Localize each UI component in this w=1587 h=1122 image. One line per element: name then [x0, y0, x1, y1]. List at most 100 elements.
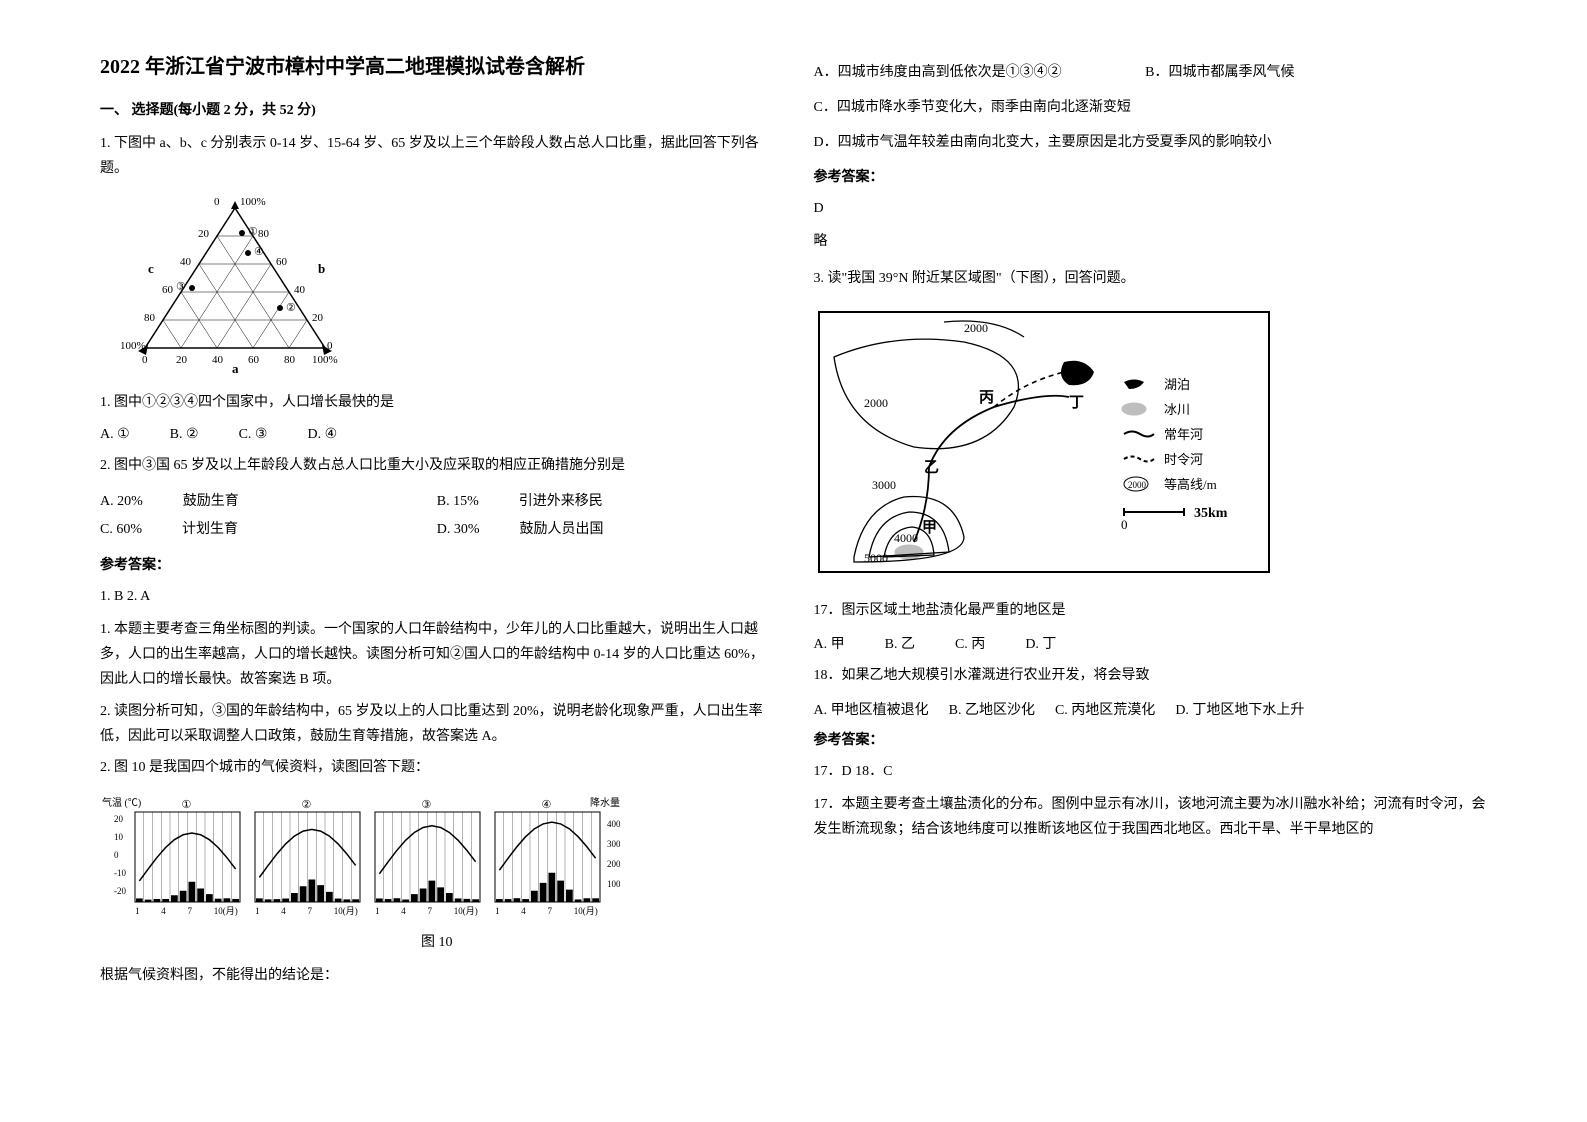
- climate-charts: 气温 (℃) 降水量 (mm) ①14710(月)②14710(月)③14710…: [100, 792, 620, 922]
- svg-text:40: 40: [294, 284, 306, 296]
- q2-climate-figure: 气温 (℃) 降水量 (mm) ①14710(月)②14710(月)③14710…: [100, 792, 774, 951]
- svg-text:0: 0: [114, 850, 119, 860]
- svg-text:1: 1: [135, 906, 140, 916]
- q2-optD: D．四城市气温年较差由南向北变大，主要原因是北方受夏季风的影响较小: [814, 130, 1488, 155]
- svg-text:1: 1: [495, 906, 500, 916]
- opt-key: D. 30%: [437, 516, 480, 544]
- opt-text: B．四城市都属季风气候: [1145, 65, 1294, 80]
- svg-text:2000: 2000: [964, 321, 988, 335]
- left-column: 2022 年浙江省宁波市樟村中学高二地理模拟试卷含解析 一、 选择题(每小题 2…: [80, 50, 794, 1072]
- opt: A. ①: [100, 426, 130, 443]
- q2-stem: 2. 图 10 是我国四个城市的气候资料，读图回答下题：: [100, 755, 774, 780]
- svg-text:3000: 3000: [872, 478, 896, 492]
- svg-text:常年河: 常年河: [1164, 427, 1203, 442]
- triangle-diagram: ① ② ③ ④ 100% 80 60 40 20 0 0 20 40 60 80…: [120, 193, 350, 373]
- svg-text:10(月): 10(月): [574, 906, 598, 916]
- opt: B. 乙: [885, 633, 915, 653]
- q1-exp2: 2. 读图分析可知，③国的年龄结构中，65 岁及以上的人口比重达到 20%，说明…: [100, 699, 774, 749]
- svg-text:丁: 丁: [1069, 395, 1084, 411]
- svg-text:2000: 2000: [1128, 480, 1147, 490]
- opt: A. 甲地区植被退化: [814, 699, 929, 719]
- svg-text:c: c: [148, 261, 154, 276]
- q1-sub2: 2. 图中③国 65 岁及以上年龄段人数占总人口比重大小及应采取的相应正确措施分…: [100, 453, 774, 478]
- svg-text:①: ①: [248, 226, 258, 238]
- opt-val: 引进外来移民: [519, 488, 603, 516]
- opt-val: 鼓励人员出国: [520, 516, 604, 544]
- q1-triangle-figure: ① ② ③ ④ 100% 80 60 40 20 0 0 20 40 60 80…: [120, 193, 774, 378]
- svg-text:0: 0: [1121, 517, 1128, 532]
- svg-text:4: 4: [161, 906, 166, 916]
- svg-text:④: ④: [542, 799, 552, 811]
- q3-sub18: 18．如果乙地大规模引水灌溉进行农业开发，将会导致: [814, 663, 1488, 688]
- exam-title: 2022 年浙江省宁波市樟村中学高二地理模拟试卷含解析: [100, 50, 774, 79]
- svg-text:400: 400: [607, 819, 620, 829]
- svg-text:湖泊: 湖泊: [1164, 377, 1190, 392]
- opt: B. 乙地区沙化: [949, 699, 1035, 719]
- svg-text:100: 100: [607, 879, 620, 889]
- svg-text:10(月): 10(月): [454, 906, 478, 916]
- section-header: 一、 选择题(每小题 2 分，共 52 分): [100, 99, 774, 119]
- svg-text:100%: 100%: [240, 196, 266, 208]
- opt: D. 丁: [1025, 633, 1056, 653]
- svg-text:7: 7: [188, 906, 193, 916]
- svg-text:10(月): 10(月): [334, 906, 358, 916]
- svg-text:1: 1: [255, 906, 260, 916]
- opt: C. 丙: [955, 633, 985, 653]
- answer-header: 参考答案：: [814, 166, 1488, 186]
- opt-val: 计划生育: [182, 516, 238, 544]
- svg-text:③: ③: [176, 281, 186, 293]
- q1-sub1-opts: A. ① B. ② C. ③ D. ④: [100, 426, 774, 443]
- q2-optA: A．四城市纬度由高到低依次是①③④② B．四城市都属季风气候: [814, 60, 1488, 85]
- opt: D. ④: [307, 426, 337, 443]
- svg-text:80: 80: [144, 312, 156, 324]
- opt: C. ③: [239, 426, 268, 443]
- svg-text:4: 4: [521, 906, 526, 916]
- svg-text:1: 1: [375, 906, 380, 916]
- svg-text:b: b: [318, 261, 325, 276]
- svg-text:300: 300: [607, 839, 620, 849]
- svg-text:35km: 35km: [1194, 506, 1228, 521]
- q1-sub1: 1. 图中①②③④四个国家中，人口增长最快的是: [100, 390, 774, 415]
- svg-text:-10: -10: [114, 868, 126, 878]
- svg-text:40: 40: [180, 256, 192, 268]
- opt-text: A．四城市纬度由高到低依次是①③④②: [814, 65, 1062, 80]
- svg-text:20: 20: [312, 312, 324, 324]
- svg-text:0: 0: [327, 340, 333, 352]
- q1-sub2-opts: A. 20%鼓励生育 B. 15%引进外来移民 C. 60%计划生育 D. 30…: [100, 488, 774, 544]
- svg-text:时令河: 时令河: [1164, 452, 1203, 467]
- answer-header: 参考答案：: [100, 554, 774, 574]
- svg-text:②: ②: [286, 302, 296, 314]
- svg-text:7: 7: [428, 906, 433, 916]
- svg-text:4: 4: [281, 906, 286, 916]
- svg-text:冰川: 冰川: [1164, 402, 1190, 417]
- svg-text:60: 60: [276, 256, 288, 268]
- svg-text:5000: 5000: [864, 551, 888, 565]
- svg-text:80: 80: [284, 354, 296, 366]
- svg-text:④: ④: [254, 246, 264, 258]
- svg-text:10: 10: [114, 832, 124, 842]
- opt: C. 丙地区荒漠化: [1055, 699, 1155, 719]
- q3-sub17-opts: A. 甲 B. 乙 C. 丙 D. 丁: [814, 633, 1488, 653]
- svg-text:气温 (℃): 气温 (℃): [102, 796, 141, 809]
- svg-text:20: 20: [198, 228, 210, 240]
- opt: A. 甲: [814, 633, 845, 653]
- svg-text:②: ②: [302, 799, 312, 811]
- svg-text:-20: -20: [114, 886, 126, 896]
- opt-key: B. 15%: [437, 488, 479, 516]
- svg-text:4000: 4000: [894, 531, 918, 545]
- q3-stem: 3. 读"我国 39°N 附近某区域图"（下图），回答问题。: [814, 266, 1488, 291]
- svg-text:20: 20: [176, 354, 188, 366]
- opt-key: A. 20%: [100, 488, 143, 516]
- figure-label: 图 10: [100, 931, 774, 951]
- svg-text:10(月): 10(月): [214, 906, 238, 916]
- svg-text:200: 200: [607, 859, 620, 869]
- svg-text:降水量 (mm): 降水量 (mm): [590, 796, 620, 809]
- region-map: 2000 2000 3000 4000 5000 甲 乙 丙 丁: [814, 307, 1274, 577]
- svg-text:③: ③: [422, 799, 432, 811]
- q3-answer: 17．D 18．C: [814, 759, 1488, 784]
- svg-text:乙: 乙: [924, 460, 939, 476]
- opt-key: C. 60%: [100, 516, 142, 544]
- svg-text:等高线/m: 等高线/m: [1164, 477, 1217, 492]
- q1-exp1: 1. 本题主要考查三角坐标图的判读。一个国家的人口年龄结构中，少年儿的人口比重越…: [100, 617, 774, 693]
- svg-text:60: 60: [248, 354, 260, 366]
